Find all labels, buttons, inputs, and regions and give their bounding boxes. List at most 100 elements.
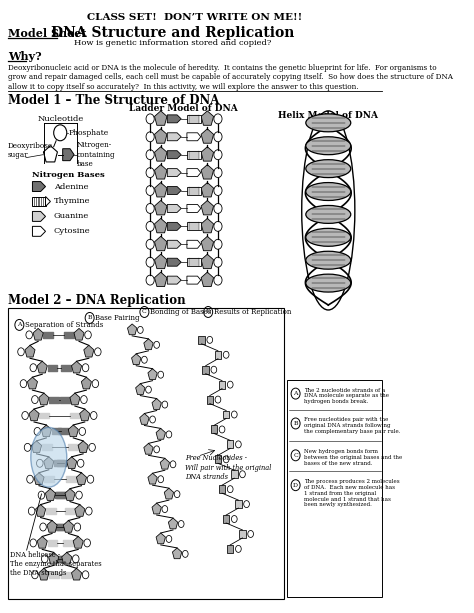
Polygon shape: [201, 254, 214, 268]
Circle shape: [41, 555, 48, 563]
Circle shape: [40, 523, 46, 531]
Polygon shape: [167, 223, 181, 230]
Text: C: C: [293, 453, 298, 458]
Polygon shape: [187, 133, 201, 141]
Circle shape: [92, 379, 99, 387]
Bar: [219, 381, 225, 389]
Circle shape: [81, 395, 87, 403]
Circle shape: [231, 516, 237, 522]
Circle shape: [170, 461, 176, 468]
Circle shape: [228, 485, 233, 493]
Polygon shape: [156, 428, 165, 440]
Polygon shape: [201, 272, 214, 286]
Polygon shape: [27, 377, 37, 389]
Circle shape: [146, 386, 151, 393]
Polygon shape: [37, 536, 47, 548]
Polygon shape: [32, 181, 46, 191]
Circle shape: [214, 132, 222, 142]
Polygon shape: [144, 339, 153, 349]
Circle shape: [214, 150, 222, 159]
Circle shape: [244, 501, 249, 508]
Polygon shape: [80, 409, 90, 421]
Polygon shape: [201, 129, 214, 143]
Circle shape: [158, 371, 164, 378]
Polygon shape: [160, 459, 170, 469]
Polygon shape: [63, 149, 74, 161]
Polygon shape: [36, 504, 46, 516]
Polygon shape: [78, 441, 88, 452]
Circle shape: [142, 356, 147, 364]
Circle shape: [74, 523, 81, 531]
Polygon shape: [49, 552, 59, 564]
Circle shape: [32, 571, 38, 579]
Polygon shape: [156, 533, 165, 544]
Polygon shape: [168, 518, 178, 529]
Circle shape: [76, 491, 82, 499]
Circle shape: [214, 167, 222, 178]
Polygon shape: [67, 457, 77, 468]
Text: Separation of Strands: Separation of Strands: [25, 321, 103, 329]
Circle shape: [214, 239, 222, 249]
Text: Free nucleotides pair with the
original DNA strands following
the complementary : Free nucleotides pair with the original …: [304, 417, 400, 434]
Polygon shape: [82, 377, 91, 389]
Polygon shape: [84, 345, 94, 357]
Bar: [227, 545, 234, 553]
Circle shape: [174, 490, 180, 498]
Text: How is genetic information stored and copied?: How is genetic information stored and co…: [74, 39, 272, 47]
Circle shape: [82, 571, 89, 579]
Text: Nucleotide: Nucleotide: [37, 115, 83, 123]
Polygon shape: [148, 473, 157, 484]
Text: B: B: [293, 421, 298, 426]
Polygon shape: [167, 115, 181, 123]
Circle shape: [87, 475, 94, 483]
Polygon shape: [187, 151, 201, 159]
Text: D: D: [206, 310, 210, 314]
Circle shape: [178, 520, 184, 528]
Text: DNA helicase -
The enzyme that separates
the DNA strands: DNA helicase - The enzyme that separates…: [9, 551, 101, 577]
Polygon shape: [148, 368, 157, 379]
Bar: [223, 515, 229, 523]
Circle shape: [248, 530, 254, 538]
Circle shape: [86, 507, 92, 515]
Bar: [231, 470, 237, 478]
Polygon shape: [201, 237, 214, 251]
Text: Nitrogen Bases: Nitrogen Bases: [32, 170, 105, 178]
Polygon shape: [44, 457, 54, 468]
Circle shape: [91, 411, 97, 419]
Circle shape: [84, 539, 91, 547]
Bar: [223, 411, 229, 419]
Polygon shape: [187, 115, 201, 123]
Polygon shape: [167, 258, 181, 266]
Circle shape: [94, 348, 101, 356]
Text: A: A: [17, 322, 22, 327]
Text: B: B: [87, 316, 92, 321]
Circle shape: [32, 395, 38, 403]
Ellipse shape: [306, 229, 351, 246]
Polygon shape: [33, 329, 43, 340]
Circle shape: [20, 379, 27, 387]
Polygon shape: [173, 548, 182, 558]
Circle shape: [162, 401, 168, 408]
Circle shape: [146, 221, 154, 231]
Polygon shape: [155, 147, 167, 161]
Ellipse shape: [31, 427, 67, 487]
Bar: [215, 351, 221, 359]
Text: A: A: [293, 391, 298, 396]
Text: Model Sheet: Model Sheet: [8, 28, 86, 39]
Ellipse shape: [306, 137, 351, 154]
Bar: [210, 425, 217, 433]
Text: Deoxyribonucleic acid or DNA is the molecule of heredity.  It contains the genet: Deoxyribonucleic acid or DNA is the mole…: [8, 64, 453, 91]
Polygon shape: [155, 183, 167, 197]
Polygon shape: [187, 258, 201, 266]
Polygon shape: [75, 504, 85, 516]
Bar: [207, 395, 213, 403]
Circle shape: [146, 114, 154, 124]
Ellipse shape: [306, 183, 351, 200]
Text: Model 1 – The Structure of DNA: Model 1 – The Structure of DNA: [8, 94, 219, 107]
Polygon shape: [31, 441, 42, 452]
Text: D: D: [293, 482, 298, 488]
Polygon shape: [144, 443, 153, 454]
Text: Base Pairing: Base Pairing: [95, 314, 140, 322]
Circle shape: [158, 476, 164, 482]
Text: Adenine: Adenine: [54, 183, 88, 191]
